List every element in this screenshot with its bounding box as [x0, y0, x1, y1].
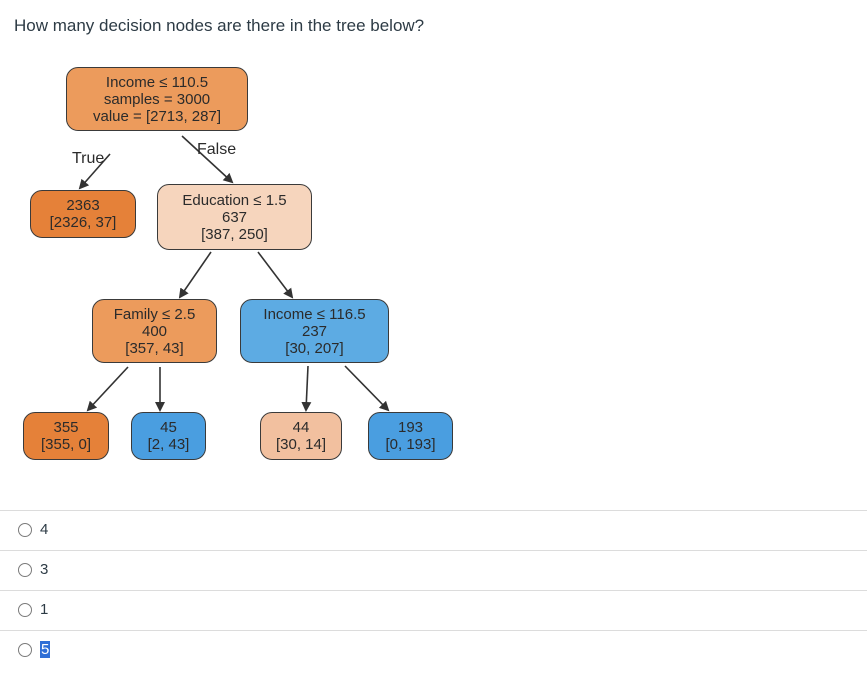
tree-node-n4: Income ≤ 116.5 237 [30, 207] — [240, 299, 389, 363]
tree-node-n6: 45 [2, 43] — [131, 412, 206, 460]
tree-node-line: [2326, 37] — [49, 214, 117, 231]
edge-n2-n3 — [178, 251, 212, 299]
tree-node-n5: 355 [355, 0] — [23, 412, 109, 460]
tree-node-line: Family ≤ 2.5 — [113, 305, 196, 323]
tree-node-line: samples = 3000 — [103, 90, 211, 108]
tree-node-line: Income ≤ 116.5 — [263, 305, 366, 323]
edge-n4-n7 — [301, 365, 312, 412]
edge-root-n2 — [181, 135, 234, 184]
radio-button[interactable] — [18, 563, 32, 577]
tree-node-line: 237 — [301, 322, 328, 340]
edge-label-true: True — [72, 150, 105, 167]
edge-root-n1 — [78, 153, 111, 190]
tree-node-line: 2363 — [66, 197, 100, 214]
answer-label: 5 — [40, 641, 51, 658]
tree-node-line: 400 — [141, 322, 168, 340]
answer-option[interactable]: 1 — [0, 590, 867, 630]
radio-button[interactable] — [18, 523, 32, 537]
tree-node-n2: Education ≤ 1.5 637 [387, 250] — [157, 184, 312, 250]
answer-options: 4 3 1 5 — [0, 510, 867, 670]
tree-node-line: [0, 193] — [385, 436, 436, 453]
tree-node-line: Education ≤ 1.5 — [182, 191, 287, 209]
tree-node-line: 45 — [160, 419, 177, 436]
edge-n4-n8 — [344, 365, 390, 412]
answer-option[interactable]: 4 — [0, 510, 867, 550]
answer-label: 3 — [40, 561, 49, 578]
edge-n3-n5 — [86, 366, 129, 412]
question-text: How many decision nodes are there in the… — [14, 16, 425, 35]
tree-node-root: Income ≤ 110.5 samples = 3000 value = [271… — [66, 67, 248, 131]
answer-option[interactable]: 5 — [0, 630, 867, 670]
tree-node-line: Income ≤ 110.5 — [105, 73, 209, 91]
edge-label-false: False — [197, 141, 237, 158]
tree-node-n7: 44 [30, 14] — [260, 412, 342, 460]
tree-node-line: [2, 43] — [147, 436, 190, 453]
tree-node-line: 44 — [292, 419, 310, 436]
tree-node-line: [387, 250] — [201, 225, 268, 243]
edge-n2-n4 — [257, 251, 294, 299]
tree-node-line: 637 — [221, 208, 248, 226]
answer-label: 4 — [40, 521, 49, 538]
answer-label: 1 — [40, 601, 49, 618]
tree-node-line: [30, 207] — [285, 339, 344, 357]
decision-tree-edges — [78, 135, 390, 412]
radio-button[interactable] — [18, 603, 32, 617]
tree-node-line: value = [2713, 287] — [92, 107, 222, 125]
tree-node-line: 193 — [397, 419, 424, 436]
tree-node-line: [355, 0] — [40, 436, 92, 453]
answer-option[interactable]: 3 — [0, 550, 867, 590]
tree-node-line: [357, 43] — [125, 339, 184, 357]
tree-node-n1: 2363 [2326, 37] — [30, 190, 136, 238]
tree-node-line: [30, 14] — [275, 436, 327, 453]
tree-node-n3: Family ≤ 2.5 400 [357, 43] — [92, 299, 217, 363]
tree-node-n8: 193 [0, 193] — [368, 412, 453, 460]
tree-node-line: 355 — [53, 419, 79, 436]
radio-button[interactable] — [18, 643, 32, 657]
